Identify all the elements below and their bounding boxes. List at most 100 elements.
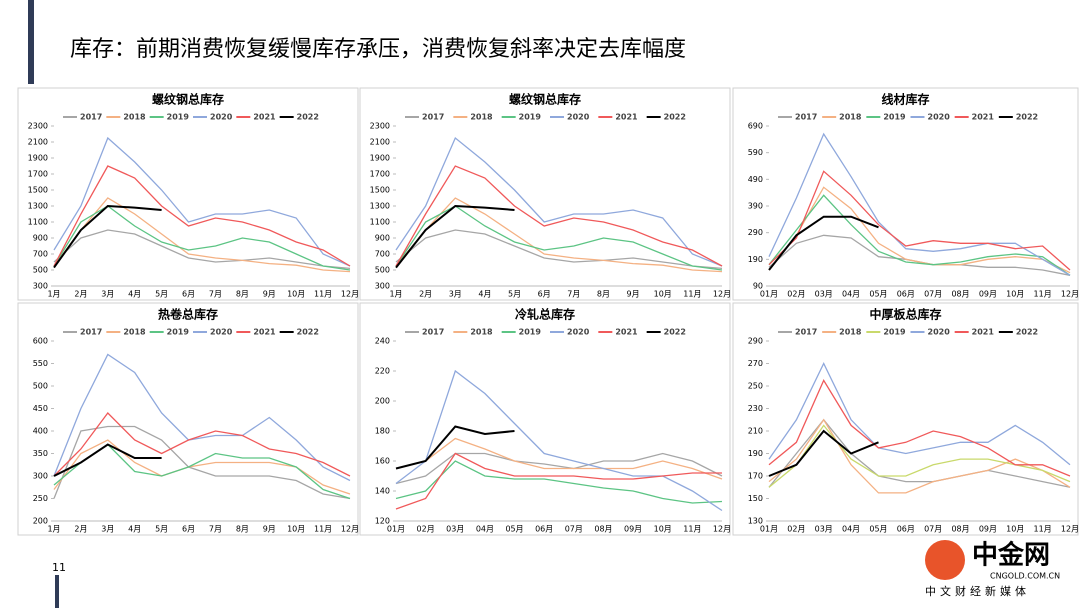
chart-frame [17, 87, 359, 301]
x-tick-label: 2月 [74, 525, 87, 534]
legend-label: 2018 [839, 113, 862, 122]
y-tick-label: 190 [748, 449, 763, 458]
x-tick-label: 02月 [787, 525, 805, 534]
legend-label: 2018 [470, 113, 493, 122]
x-tick-label: 6月 [182, 525, 195, 534]
x-tick-label: 9月 [627, 290, 640, 299]
x-tick-label: 12月 [713, 525, 731, 534]
y-tick-label: 190 [748, 255, 763, 264]
legend-label: 2019 [167, 113, 190, 122]
y-tick-label: 700 [33, 250, 48, 259]
y-tick-label: 1100 [370, 218, 390, 227]
x-tick-label: 2月 [419, 290, 432, 299]
legend-label: 2017 [422, 113, 444, 122]
x-tick-label: 9月 [263, 525, 276, 534]
x-tick-label: 07月 [924, 525, 942, 534]
x-tick-label: 03月 [815, 525, 833, 534]
legend-label: 2022 [297, 328, 319, 337]
chart-title: 螺纹钢总库存 [152, 92, 224, 107]
series-line [768, 132, 1071, 276]
x-tick-label: 05月 [505, 525, 523, 534]
legend-label: 2019 [883, 113, 906, 122]
chart-frame [359, 87, 731, 301]
legend-label: 2021 [972, 113, 995, 122]
slide-title: 库存：前期消费恢复缓慢库存承压，消费恢复斜率决定去库幅度 [70, 37, 686, 62]
watermark-site: CNGOLD.COM.CN [990, 572, 1060, 581]
x-tick-label: 12月 [341, 290, 359, 299]
y-tick-label: 900 [375, 234, 390, 243]
series-line [395, 452, 722, 510]
x-tick-label: 10月 [654, 525, 672, 534]
x-tick-label: 06月 [535, 525, 553, 534]
x-tick-label: 06月 [897, 290, 915, 299]
legend-label: 2018 [839, 328, 862, 337]
y-tick-label: 250 [33, 494, 48, 503]
y-tick-label: 90 [753, 282, 763, 291]
legend-label: 2021 [615, 328, 638, 337]
chart-title: 中厚板总库存 [869, 307, 941, 322]
legend-label: 2018 [123, 113, 146, 122]
series-line [768, 170, 1071, 271]
series-line [768, 194, 1071, 276]
x-tick-label: 09月 [979, 525, 997, 534]
x-tick-label: 4月 [128, 525, 141, 534]
legend-label: 2022 [664, 328, 686, 337]
x-tick-label: 08月 [594, 525, 612, 534]
series-line [53, 443, 162, 477]
series-line [395, 197, 723, 273]
y-tick-label: 1300 [28, 202, 48, 211]
y-tick-label: 130 [748, 517, 763, 526]
legend-label: 2019 [883, 328, 906, 337]
y-tick-label: 2100 [370, 138, 390, 147]
series-line [53, 353, 351, 482]
x-tick-label: 3月 [449, 290, 462, 299]
y-tick-label: 900 [33, 234, 48, 243]
chart-title: 热卷总库存 [158, 307, 218, 322]
series-line [395, 205, 723, 271]
legend-label: 2017 [422, 328, 444, 337]
y-tick-label: 120 [375, 517, 390, 526]
y-tick-label: 2300 [28, 122, 48, 131]
legend-label: 2019 [519, 328, 542, 337]
y-tick-label: 1900 [370, 154, 390, 163]
series-line [53, 412, 351, 477]
x-tick-label: 3月 [101, 525, 114, 534]
y-tick-label: 490 [748, 175, 763, 184]
series-line [395, 165, 723, 267]
y-tick-label: 600 [33, 337, 48, 346]
legend-label: 2020 [210, 328, 233, 337]
y-tick-label: 240 [375, 337, 390, 346]
y-tick-label: 500 [33, 266, 48, 275]
series-line [768, 378, 1071, 477]
y-tick-label: 1900 [28, 154, 48, 163]
y-tick-label: 300 [33, 472, 48, 481]
x-tick-label: 04月 [842, 525, 860, 534]
legend-label: 2021 [972, 328, 995, 337]
y-tick-label: 200 [33, 517, 48, 526]
x-tick-label: 12月 [713, 290, 731, 299]
accent-bar-bottom [55, 575, 59, 608]
x-tick-label: 01月 [760, 525, 778, 534]
x-tick-label: 04月 [842, 290, 860, 299]
y-tick-label: 270 [748, 359, 763, 368]
x-tick-label: 1月 [47, 290, 60, 299]
chart-title: 螺纹钢总库存 [509, 92, 581, 107]
x-tick-label: 3月 [101, 290, 114, 299]
x-tick-label: 7月 [567, 290, 580, 299]
x-tick-label: 09月 [624, 525, 642, 534]
watermark-brand: 中金网 [972, 540, 1050, 571]
x-tick-label: 12月 [1061, 525, 1079, 534]
legend-label: 2020 [210, 113, 233, 122]
y-tick-label: 290 [748, 228, 763, 237]
x-tick-label: 03月 [815, 290, 833, 299]
y-tick-label: 350 [33, 449, 48, 458]
series-line [768, 186, 1071, 274]
x-tick-label: 5月 [155, 290, 168, 299]
chart-frame [359, 302, 731, 536]
legend-label: 2021 [615, 113, 638, 122]
series-line [395, 369, 723, 512]
y-tick-label: 290 [748, 337, 763, 346]
x-tick-label: 1月 [47, 525, 60, 534]
series-line [53, 165, 351, 267]
